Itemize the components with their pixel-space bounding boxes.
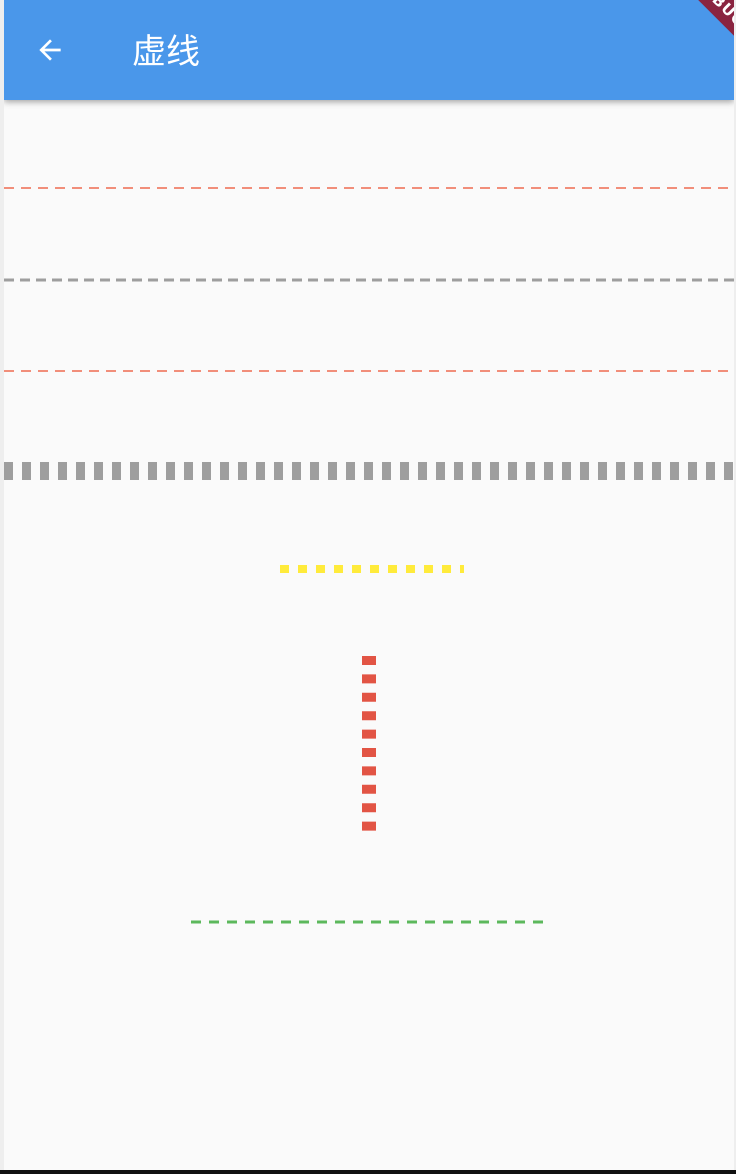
red-thin-dashed-line-2 — [4, 370, 734, 372]
grey-thick-dashed-line — [4, 462, 734, 480]
red-vertical-dashed-line — [362, 656, 376, 836]
app-bar: 虚线 — [4, 0, 734, 100]
yellow-dotted-line — [280, 565, 464, 573]
grey-dashed-line — [4, 278, 734, 282]
bottom-edge — [0, 1170, 736, 1174]
screen: 虚线 DEBUG — [4, 0, 734, 1170]
green-dashed-line — [191, 920, 547, 924]
arrow-back-icon — [39, 39, 61, 61]
page-title: 虚线 — [132, 32, 200, 72]
red-thin-dashed-line — [4, 187, 734, 189]
back-button[interactable] — [26, 26, 74, 74]
